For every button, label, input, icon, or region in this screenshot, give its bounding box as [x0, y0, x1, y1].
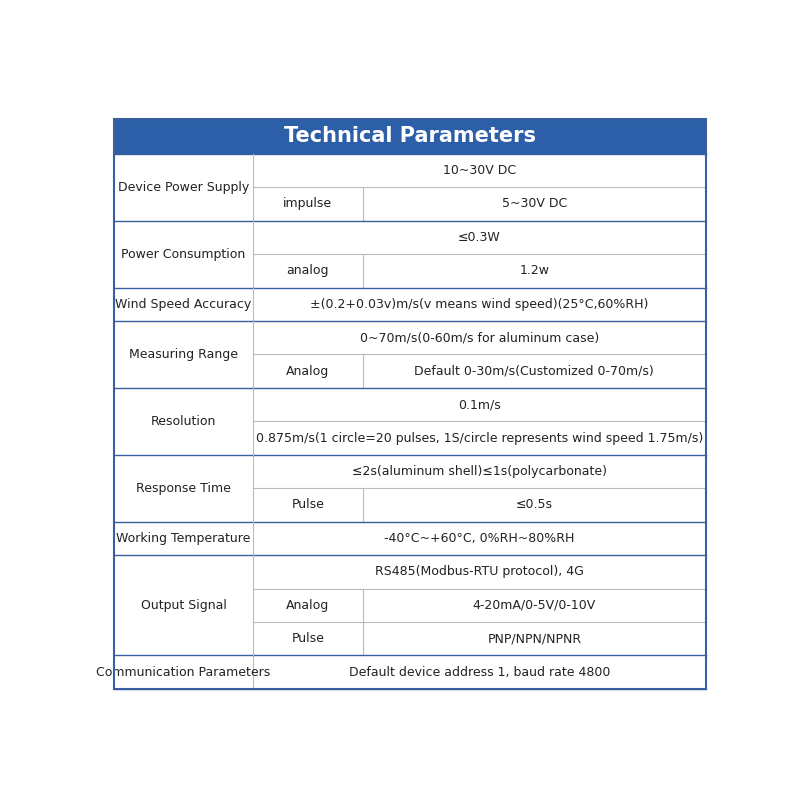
Text: Power Consumption: Power Consumption	[122, 247, 246, 261]
Text: Technical Parameters: Technical Parameters	[284, 126, 536, 146]
Text: ±(0.2+0.03v)m/s(v means wind speed)(25°C,60%RH): ±(0.2+0.03v)m/s(v means wind speed)(25°C…	[310, 298, 649, 310]
Text: Pulse: Pulse	[291, 632, 324, 646]
Text: -40°C~+60°C, 0%RH~80%RH: -40°C~+60°C, 0%RH~80%RH	[384, 532, 574, 545]
Text: 0~70m/s(0-60m/s for aluminum case): 0~70m/s(0-60m/s for aluminum case)	[360, 331, 599, 344]
Text: Communication Parameters: Communication Parameters	[96, 666, 270, 678]
Text: 1.2w: 1.2w	[519, 264, 550, 278]
Text: Default 0-30m/s(Customized 0-70m/s): Default 0-30m/s(Customized 0-70m/s)	[414, 365, 654, 378]
Text: Response Time: Response Time	[136, 482, 231, 494]
Text: ≤2s(aluminum shell)≤1s(polycarbonate): ≤2s(aluminum shell)≤1s(polycarbonate)	[352, 465, 607, 478]
Text: Working Temperature: Working Temperature	[116, 532, 250, 545]
Text: analog: analog	[286, 264, 329, 278]
Text: RS485(Modbus-RTU protocol), 4G: RS485(Modbus-RTU protocol), 4G	[375, 566, 584, 578]
Text: Resolution: Resolution	[151, 415, 216, 428]
Text: Analog: Analog	[286, 365, 330, 378]
Text: Measuring Range: Measuring Range	[129, 348, 238, 361]
Text: ≤0.3W: ≤0.3W	[458, 231, 501, 244]
Text: 0.1m/s: 0.1m/s	[458, 398, 501, 411]
Text: Default device address 1, baud rate 4800: Default device address 1, baud rate 4800	[349, 666, 610, 678]
Text: ≤0.5s: ≤0.5s	[516, 498, 553, 511]
Text: 10~30V DC: 10~30V DC	[443, 164, 516, 177]
Text: Analog: Analog	[286, 598, 330, 612]
Text: 5~30V DC: 5~30V DC	[502, 198, 567, 210]
Text: PNP/NPN/NPNR: PNP/NPN/NPNR	[487, 632, 582, 646]
Text: 4-20mA/0-5V/0-10V: 4-20mA/0-5V/0-10V	[473, 598, 596, 612]
Text: Pulse: Pulse	[291, 498, 324, 511]
Text: impulse: impulse	[283, 198, 333, 210]
Text: Output Signal: Output Signal	[141, 598, 226, 612]
Bar	[114, 119, 706, 154]
Text: Wind Speed Accuracy: Wind Speed Accuracy	[115, 298, 252, 310]
Text: 0.875m/s(1 circle=20 pulses, 1S/circle represents wind speed 1.75m/s): 0.875m/s(1 circle=20 pulses, 1S/circle r…	[256, 431, 703, 445]
Text: Device Power Supply: Device Power Supply	[118, 181, 249, 194]
